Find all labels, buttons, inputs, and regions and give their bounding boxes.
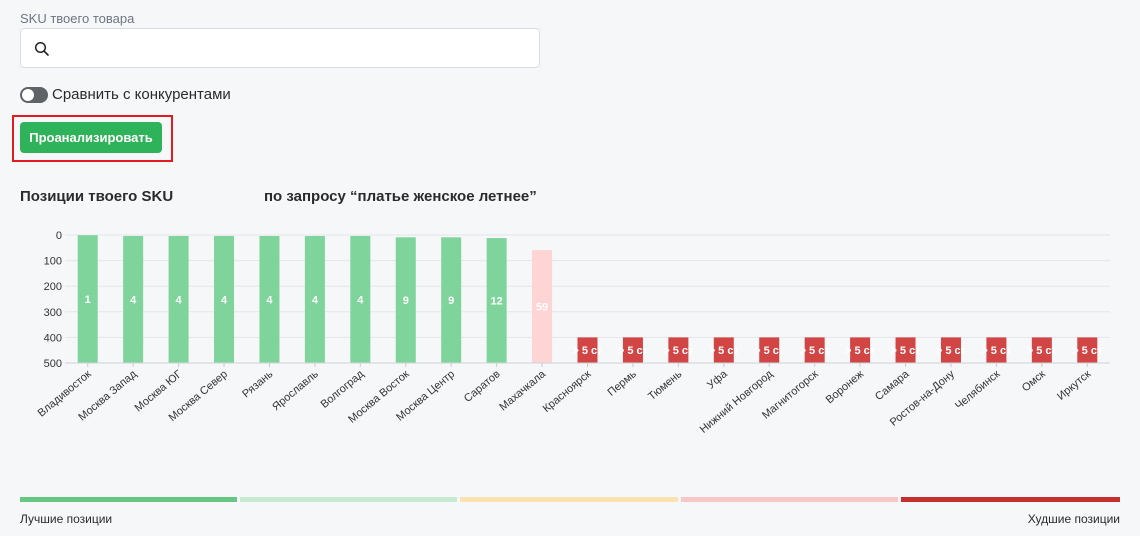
toggle-knob (22, 88, 34, 101)
bar-value-label: > 5 ст (663, 345, 694, 357)
bar-value-label: 4 (312, 295, 319, 307)
chart-bar (1031, 337, 1052, 363)
bar-value-label: 4 (266, 295, 273, 307)
chart-bar (986, 337, 1007, 363)
legend-bar-mid (460, 497, 678, 502)
chart-bar (441, 237, 462, 363)
chart-bar (850, 337, 871, 363)
legend-best-label: Лучшие позиции (20, 512, 113, 526)
bar-value-label: 4 (357, 295, 364, 307)
chart-bar (1077, 337, 1098, 363)
search-icon (34, 41, 49, 56)
bar-value-label: > 5 ст (890, 345, 921, 357)
x-tick-label: Саратов (462, 368, 503, 405)
x-tick-label: Тюмень (646, 368, 684, 403)
chart-bar (350, 236, 371, 363)
bar-value-label: 1 (85, 294, 91, 306)
legend-bar-best (20, 497, 237, 502)
bar-value-label: > 5 ст (936, 345, 967, 357)
chart-bar (259, 236, 280, 363)
y-tick-label: 200 (44, 281, 62, 293)
chart-bar (668, 337, 689, 363)
compare-label: Сравнить с конкурентами (52, 86, 231, 103)
x-tick-label: Омск (1020, 368, 1048, 394)
analyze-button[interactable]: Проанализировать (20, 122, 162, 153)
legend-bar-good (240, 497, 457, 502)
bar-value-label: 9 (448, 295, 454, 307)
sku-search-field[interactable] (20, 28, 540, 68)
x-tick-label: Уфа (705, 368, 730, 392)
y-tick-label: 300 (44, 307, 62, 319)
sku-search-input[interactable] (61, 35, 531, 61)
chart-heading-left: Позиции твоего SKU (20, 188, 174, 205)
chart-bar (577, 337, 598, 363)
legend-worst-label: Худшие позиции (1027, 512, 1120, 526)
chart-bar (77, 235, 98, 363)
chart-bar (713, 337, 734, 363)
x-tick-label: Самара (873, 368, 912, 404)
y-tick-label: 400 (44, 332, 62, 344)
bar-value-label: 9 (403, 295, 409, 307)
chart-bar (804, 337, 825, 363)
x-tick-label: Челябинск (953, 368, 1002, 412)
chart-bar (304, 236, 325, 363)
chart-bar (214, 236, 235, 363)
bar-value-label: 4 (130, 295, 137, 307)
x-tick-label: Рязань (240, 368, 275, 400)
bar-value-label: > 5 ст (1027, 345, 1058, 357)
chart-bar (940, 337, 961, 363)
bar-value-label: 12 (491, 296, 503, 308)
y-tick-label: 0 (56, 230, 62, 242)
bar-value-label: > 5 ст (1072, 345, 1103, 357)
x-tick-label: Пермь (606, 368, 640, 399)
bar-value-label: > 5 ст (981, 345, 1012, 357)
chart-bar (123, 236, 144, 363)
x-tick-label: Иркутск (1055, 368, 1093, 403)
chart-bar (486, 238, 507, 363)
bar-value-label: > 5 ст (754, 345, 785, 357)
y-tick-label: 100 (44, 256, 62, 268)
bar-value-label: > 5 ст (800, 345, 831, 357)
bar-value-label: > 5 ст (618, 345, 649, 357)
chart-bar (532, 250, 553, 363)
legend-bar-bad (681, 497, 898, 502)
bar-value-label: > 5 ст (709, 345, 740, 357)
x-tick-label: Красноярск (541, 368, 594, 415)
bar-value-label: > 5 ст (845, 345, 876, 357)
compare-toggle[interactable] (20, 86, 48, 103)
chart-heading-right: по запросу “платье женское летнее” (264, 188, 537, 205)
chart-bar (395, 237, 416, 363)
chart-bar (622, 337, 643, 363)
chart-bar (759, 337, 780, 363)
bar-value-label: > 5 ст (572, 345, 603, 357)
x-tick-label: Воронеж (824, 368, 867, 407)
y-tick-label: 500 (44, 358, 62, 370)
sku-label: SKU твоего товара (20, 11, 135, 26)
bar-value-label: 59 (536, 302, 548, 314)
chart-bar (895, 337, 916, 363)
compare-row: Сравнить с конкурентами (20, 86, 231, 103)
x-tick-label: Ярославль (270, 368, 321, 413)
highlight-frame (12, 115, 173, 162)
chart-bar (168, 236, 189, 363)
bar-value-label: 4 (176, 295, 183, 307)
bar-value-label: 4 (221, 295, 228, 307)
legend-bar-worst (901, 497, 1120, 502)
